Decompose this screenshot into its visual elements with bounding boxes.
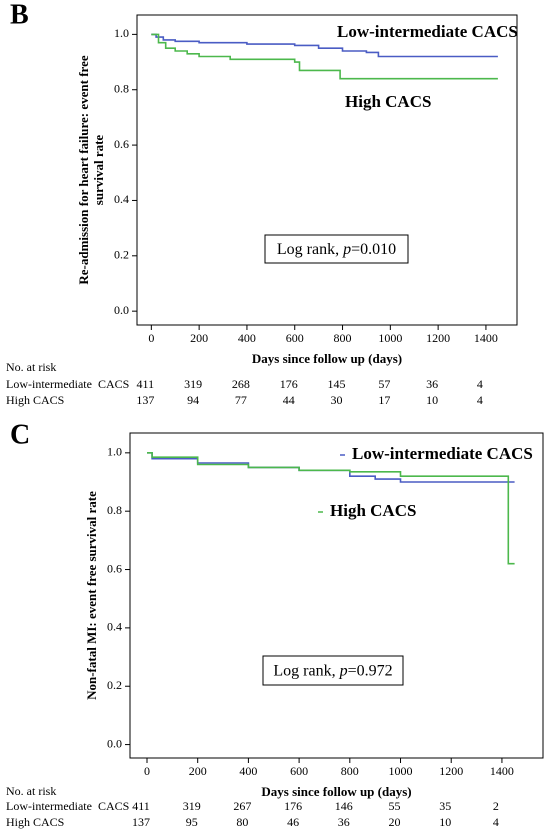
risk-count: 55 bbox=[389, 799, 401, 813]
y-axis-title: Re-admission for heart failure: event fr… bbox=[76, 55, 91, 284]
legend-label: High CACS bbox=[345, 92, 431, 111]
y-tick-label: 0.8 bbox=[114, 81, 129, 95]
risk-count: 46 bbox=[287, 815, 299, 829]
risk-count: 36 bbox=[338, 815, 350, 829]
annotation-part: p bbox=[342, 241, 351, 258]
risk-row-name: High CACS bbox=[6, 393, 64, 407]
risk-count: 411 bbox=[132, 799, 150, 813]
x-tick-label: 600 bbox=[290, 764, 308, 778]
risk-count: 36 bbox=[426, 377, 438, 391]
x-tick-label: 0 bbox=[144, 764, 150, 778]
risk-row-name: High CACS bbox=[6, 815, 64, 829]
risk-row-name: Low-intermediate CACS bbox=[6, 799, 129, 813]
legend-label: Low-intermediate CACS bbox=[352, 444, 533, 463]
risk-count: 10 bbox=[439, 815, 451, 829]
risk-count: 57 bbox=[378, 377, 390, 391]
panel-label: C bbox=[10, 419, 30, 450]
risk-count: 44 bbox=[283, 393, 295, 407]
x-tick-label: 1000 bbox=[378, 331, 402, 345]
x-tick-label: 1200 bbox=[439, 764, 463, 778]
annotation-part: =0.010 bbox=[351, 241, 396, 258]
y-tick-label: 1.0 bbox=[107, 445, 122, 459]
risk-count: 20 bbox=[389, 815, 401, 829]
annotation: Log rank, p=0.010 bbox=[277, 241, 396, 258]
risk-count: 137 bbox=[132, 815, 150, 829]
y-tick-label: 1.0 bbox=[114, 26, 129, 40]
plot-frame bbox=[129, 432, 544, 759]
risk-table-title: No. at risk bbox=[6, 784, 56, 798]
y-axis-title: Non-fatal MI: event free survival rate bbox=[84, 491, 99, 700]
legend-label: Low-intermediate CACS bbox=[337, 22, 518, 41]
panel-label: B bbox=[10, 0, 29, 30]
risk-count: 77 bbox=[235, 393, 247, 407]
risk-count: 35 bbox=[439, 799, 451, 813]
risk-count: 95 bbox=[186, 815, 198, 829]
plot-frame bbox=[136, 14, 518, 326]
risk-count: 4 bbox=[477, 377, 483, 391]
x-tick-label: 200 bbox=[190, 331, 208, 345]
annotation-part: =0.972 bbox=[348, 662, 393, 679]
risk-count: 30 bbox=[331, 393, 343, 407]
y-tick-label: 0.2 bbox=[107, 678, 122, 692]
y-tick-label: 0.0 bbox=[114, 303, 129, 317]
x-tick-label: 0 bbox=[148, 331, 154, 345]
annotation: Log rank, p=0.972 bbox=[273, 662, 392, 679]
legend-label: High CACS bbox=[330, 501, 416, 520]
risk-row-name: Low-intermediate CACS bbox=[6, 377, 129, 391]
x-tick-label: 600 bbox=[286, 331, 304, 345]
x-tick-label: 800 bbox=[341, 764, 359, 778]
x-axis-title: Days since follow up (days) bbox=[261, 784, 411, 799]
annotation-part: Log rank, bbox=[277, 241, 343, 258]
survival-curve bbox=[151, 33, 498, 80]
annotation-box bbox=[262, 655, 404, 686]
risk-count: 267 bbox=[233, 799, 251, 813]
risk-count: 411 bbox=[137, 377, 155, 391]
y-tick-label: 0.8 bbox=[107, 503, 122, 517]
risk-count: 2 bbox=[493, 799, 499, 813]
y-tick-label: 0.0 bbox=[107, 736, 122, 750]
y-tick-label: 0.2 bbox=[114, 248, 129, 262]
y-tick-label: 0.6 bbox=[114, 137, 129, 151]
annotation-box bbox=[264, 234, 409, 264]
risk-count: 146 bbox=[335, 799, 353, 813]
x-tick-label: 1000 bbox=[389, 764, 413, 778]
y-axis-title: survival rate bbox=[91, 135, 106, 206]
x-tick-label: 400 bbox=[238, 331, 256, 345]
y-tick-label: 0.4 bbox=[107, 620, 122, 634]
risk-count: 176 bbox=[280, 377, 298, 391]
risk-count: 319 bbox=[183, 799, 201, 813]
risk-count: 268 bbox=[232, 377, 250, 391]
risk-count: 137 bbox=[136, 393, 154, 407]
risk-count: 319 bbox=[184, 377, 202, 391]
y-tick-label: 0.6 bbox=[107, 561, 122, 575]
x-tick-label: 1400 bbox=[474, 331, 498, 345]
risk-count: 4 bbox=[493, 815, 499, 829]
annotation-part: Log rank, bbox=[273, 662, 339, 679]
risk-count: 176 bbox=[284, 799, 302, 813]
annotation-part: p bbox=[339, 662, 348, 679]
risk-count: 145 bbox=[328, 377, 346, 391]
x-tick-label: 400 bbox=[239, 764, 257, 778]
risk-count: 94 bbox=[187, 393, 199, 407]
x-tick-label: 1200 bbox=[426, 331, 450, 345]
risk-count: 4 bbox=[477, 393, 483, 407]
x-tick-label: 1400 bbox=[490, 764, 514, 778]
x-axis-title: Days since follow up (days) bbox=[252, 351, 402, 366]
x-tick-label: 200 bbox=[189, 764, 207, 778]
survival-curve bbox=[151, 33, 498, 58]
survival-curve bbox=[147, 452, 515, 565]
y-tick-label: 0.4 bbox=[114, 192, 129, 206]
risk-count: 10 bbox=[426, 393, 438, 407]
risk-table-title: No. at risk bbox=[6, 360, 56, 374]
x-tick-label: 800 bbox=[334, 331, 352, 345]
risk-count: 17 bbox=[378, 393, 390, 407]
risk-count: 80 bbox=[236, 815, 248, 829]
